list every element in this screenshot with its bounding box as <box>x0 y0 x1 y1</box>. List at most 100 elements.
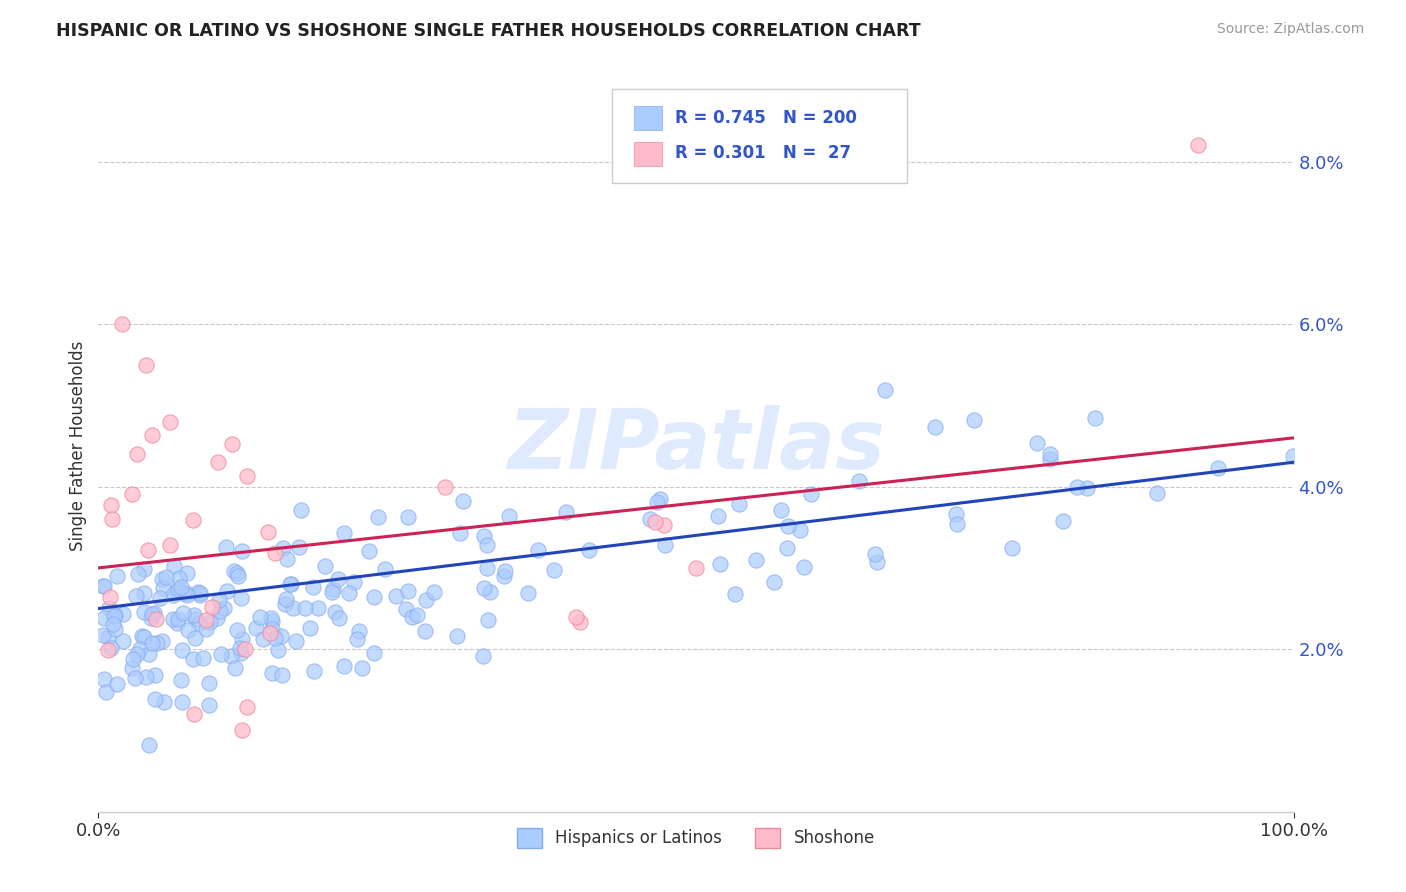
Point <box>163 559 186 574</box>
Point <box>472 529 495 543</box>
Point <box>724 587 747 601</box>
Point <box>498 508 520 523</box>
Point <box>104 608 127 623</box>
Point <box>333 658 356 673</box>
Point <box>363 590 385 604</box>
Point <box>848 475 870 489</box>
Point <box>332 525 354 540</box>
Point <box>134 562 156 576</box>
Point <box>93 672 115 686</box>
Point <box>167 571 190 585</box>
Point <box>187 584 209 599</box>
Point <box>709 557 731 571</box>
Point <box>162 588 184 602</box>
Point <box>221 436 243 450</box>
Point <box>215 540 238 554</box>
Point <box>100 512 122 526</box>
Point <box>271 541 294 555</box>
Point <box>249 610 271 624</box>
Point <box>165 584 187 599</box>
Point <box>134 605 156 619</box>
Point <box>449 526 471 541</box>
Point <box>415 592 437 607</box>
Point <box>176 566 198 581</box>
Point <box>472 648 495 663</box>
Point <box>145 612 167 626</box>
Point <box>100 498 122 512</box>
Point <box>153 695 176 709</box>
Point <box>323 605 346 619</box>
Point <box>98 591 121 605</box>
Point <box>517 585 540 599</box>
Point <box>396 510 419 524</box>
Point <box>398 584 420 599</box>
Point <box>219 649 242 664</box>
Point <box>873 384 896 398</box>
Point <box>139 611 162 625</box>
Point <box>97 601 120 615</box>
Point <box>198 615 221 629</box>
Point <box>349 624 371 638</box>
Point <box>477 613 499 627</box>
Point <box>264 631 287 645</box>
Point <box>138 738 160 752</box>
Point <box>188 586 211 600</box>
Point <box>125 589 148 603</box>
Point <box>1187 138 1209 153</box>
Point <box>105 569 128 583</box>
Point <box>172 586 194 600</box>
Point <box>91 628 114 642</box>
Point <box>337 585 360 599</box>
Point <box>475 561 498 575</box>
Point <box>302 664 325 678</box>
Text: ZIPatlas: ZIPatlas <box>508 406 884 486</box>
Point <box>924 419 946 434</box>
Point <box>301 580 323 594</box>
Point <box>285 634 308 648</box>
Point <box>352 660 374 674</box>
Point <box>776 541 799 556</box>
Point <box>648 492 671 507</box>
Point <box>181 513 204 527</box>
Point <box>706 509 728 524</box>
Point <box>267 643 290 657</box>
Point <box>446 629 468 643</box>
Point <box>1066 480 1088 494</box>
Point <box>328 610 350 624</box>
Point <box>307 601 329 615</box>
Point <box>283 600 305 615</box>
Point <box>945 507 967 521</box>
Point <box>184 612 207 626</box>
Point <box>745 553 768 567</box>
Point <box>326 572 349 586</box>
Point <box>191 651 214 665</box>
Point <box>111 317 134 331</box>
Point <box>138 543 160 558</box>
Point <box>131 629 153 643</box>
Point <box>143 606 166 620</box>
Point <box>150 572 173 586</box>
Point <box>159 538 181 552</box>
Point <box>229 591 252 605</box>
Point <box>363 646 385 660</box>
Point <box>184 631 207 645</box>
Point <box>188 588 211 602</box>
Point <box>214 601 236 615</box>
Point <box>124 671 146 685</box>
Point <box>135 670 157 684</box>
Text: HISPANIC OR LATINO VS SHOSHONE SINGLE FATHER HOUSEHOLDS CORRELATION CHART: HISPANIC OR LATINO VS SHOSHONE SINGLE FA… <box>56 22 921 40</box>
Point <box>207 593 229 607</box>
Point <box>543 563 565 577</box>
Point <box>222 564 245 578</box>
Point <box>101 616 124 631</box>
Point <box>121 486 143 500</box>
Point <box>224 660 246 674</box>
Point <box>170 643 193 657</box>
Point <box>1208 461 1230 475</box>
Point <box>103 609 125 624</box>
Point <box>132 585 155 599</box>
Point <box>800 487 823 501</box>
Point <box>111 607 134 621</box>
Point <box>217 584 239 599</box>
Point <box>111 634 134 648</box>
